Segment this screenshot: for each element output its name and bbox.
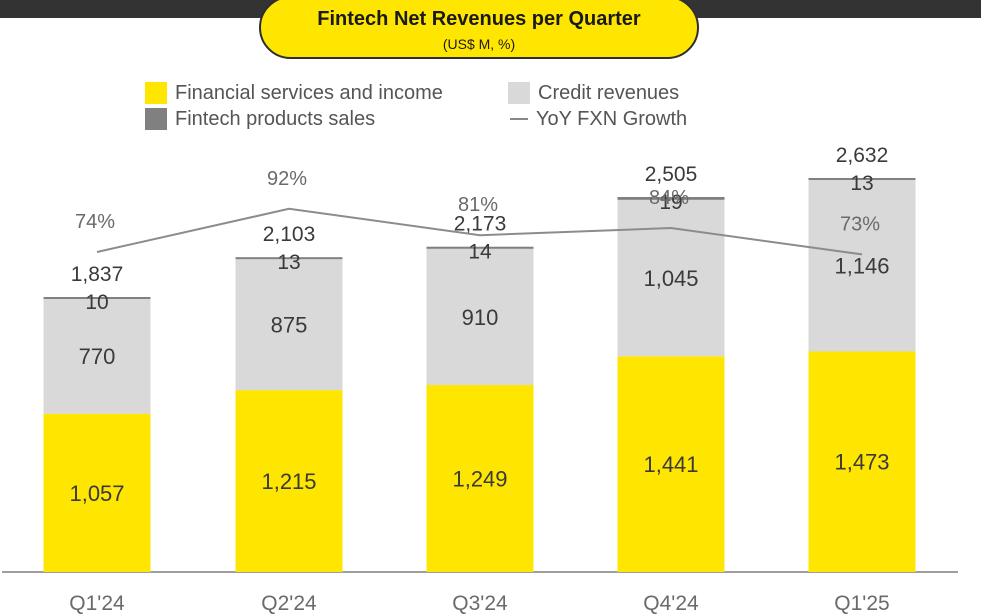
data-label-fintech-products: 14 bbox=[468, 241, 492, 264]
bar-segment-fintech-products bbox=[617, 197, 725, 200]
x-tick-label: Q4'24 bbox=[643, 592, 699, 615]
data-label-financial-services: 1,249 bbox=[452, 467, 507, 492]
data-label-credit-revenues: 1,045 bbox=[643, 266, 698, 291]
yoy-growth-line bbox=[96, 207, 863, 256]
data-label-fintech-products: 13 bbox=[277, 251, 300, 274]
legend-item-fintech-products: Fintech products sales bbox=[145, 107, 375, 131]
chart-title: Fintech Net Revenues per Quarter bbox=[317, 8, 641, 30]
bar-segment-credit-revenues bbox=[426, 248, 534, 386]
data-label-financial-services: 1,215 bbox=[261, 469, 316, 494]
data-label-fintech-products: 10 bbox=[85, 291, 108, 314]
legend-label-yoy-growth: YoY FXN Growth bbox=[536, 107, 688, 130]
legend-label-fintech-products: Fintech products sales bbox=[175, 107, 376, 130]
bar-segment-financial-services bbox=[617, 356, 725, 572]
legend-item-financial-services: Financial services and income bbox=[145, 81, 443, 105]
data-label-credit-revenues: 910 bbox=[462, 305, 499, 330]
legend-swatch-fintech-products bbox=[145, 108, 167, 130]
legend-label-credit-revenues: Credit revenues bbox=[538, 81, 680, 104]
total-label: 2,173 bbox=[454, 213, 507, 236]
chart-title-badge: Fintech Net Revenues per Quarter (US$ M,… bbox=[259, 0, 699, 59]
data-label-credit-revenues: 770 bbox=[79, 344, 116, 369]
total-label: 2,632 bbox=[836, 144, 889, 167]
bar-segment-credit-revenues bbox=[617, 199, 725, 357]
bar-segment-credit-revenues bbox=[235, 259, 343, 391]
data-label-fintech-products: 19 bbox=[659, 191, 682, 214]
data-label-credit-revenues: 875 bbox=[271, 313, 308, 338]
total-label: 2,505 bbox=[645, 163, 698, 186]
data-label-financial-services: 1,057 bbox=[69, 481, 124, 506]
legend-swatch-credit-revenues bbox=[508, 82, 530, 104]
data-label-financial-services: 1,441 bbox=[643, 452, 698, 477]
total-label: 2,103 bbox=[263, 223, 316, 246]
bar-segment-fintech-products bbox=[808, 177, 916, 180]
legend-swatch-financial-services bbox=[145, 82, 167, 104]
yoy-growth-label: 92% bbox=[267, 168, 307, 190]
x-tick-label: Q3'24 bbox=[452, 592, 508, 615]
chart-subtitle: (US$ M, %) bbox=[442, 36, 516, 52]
bar-segment-credit-revenues bbox=[808, 179, 916, 352]
x-tick-label: Q1'25 bbox=[834, 592, 889, 615]
data-label-fintech-products: 13 bbox=[850, 172, 873, 195]
legend-item-credit-revenues: Credit revenues bbox=[508, 81, 679, 105]
bar-segment-financial-services bbox=[43, 413, 151, 572]
total-label: 1,837 bbox=[71, 263, 124, 286]
x-tick-label: Q2'24 bbox=[261, 592, 317, 615]
bar-segment-financial-services bbox=[426, 385, 534, 572]
legend-label-financial-services: Financial services and income bbox=[175, 81, 443, 104]
data-label-financial-services: 1,473 bbox=[834, 450, 889, 475]
bar-segment-fintech-products bbox=[235, 257, 343, 260]
yoy-growth-label: 74% bbox=[75, 211, 115, 233]
bar-segment-fintech-products bbox=[426, 246, 534, 249]
legend-swatch-yoy-growth bbox=[510, 118, 528, 120]
bar-segment-financial-services bbox=[808, 351, 916, 572]
x-tick-label: Q1'24 bbox=[69, 592, 125, 615]
legend-item-yoy-growth: YoY FXN Growth bbox=[510, 107, 687, 131]
yoy-growth-label: 84% bbox=[649, 187, 689, 209]
bar-segment-financial-services bbox=[235, 390, 343, 572]
yoy-growth-label: 73% bbox=[840, 213, 880, 235]
yoy-growth-label: 81% bbox=[458, 194, 498, 216]
bar-segment-credit-revenues bbox=[43, 298, 151, 414]
data-label-credit-revenues: 1,146 bbox=[834, 254, 889, 279]
bar-segment-fintech-products bbox=[43, 297, 151, 300]
